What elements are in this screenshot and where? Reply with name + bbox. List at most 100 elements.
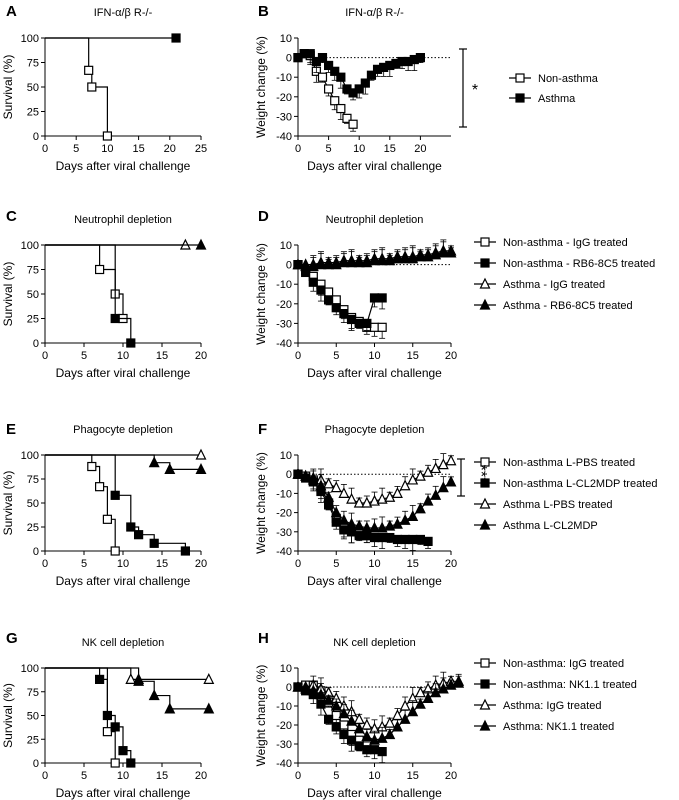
data-point <box>361 256 373 268</box>
panel-label: D <box>258 208 269 225</box>
data-point <box>324 84 334 94</box>
series-1 <box>45 37 113 141</box>
data-point <box>384 254 396 266</box>
data-point <box>430 248 442 260</box>
data-point <box>399 712 411 724</box>
y-tick-label: -40 <box>276 338 292 350</box>
legend: Non-asthma Asthma <box>509 73 599 105</box>
legend: Non-asthma L-PBS treated Non-asthma L-CL2… <box>474 457 657 532</box>
data-point <box>376 254 388 266</box>
data-point <box>324 287 334 297</box>
data-point <box>148 456 160 468</box>
x-tick-label: 20 <box>195 558 207 570</box>
panel-label: A <box>6 3 17 20</box>
panel-label: F <box>258 421 267 438</box>
y-tick-label: 0 <box>33 758 39 770</box>
data-point <box>330 699 342 711</box>
data-point <box>437 682 449 694</box>
series-2 <box>45 454 190 556</box>
data-point <box>94 674 105 685</box>
x-tick-label: 10 <box>368 350 380 362</box>
chart-title: NK cell depletion <box>333 637 416 649</box>
data-point <box>94 264 105 275</box>
legend-label: Non-asthma <box>538 73 599 85</box>
data-point <box>338 256 350 268</box>
data-point <box>430 462 442 474</box>
chart-title: Neutrophil depletion <box>74 214 172 226</box>
y-tick-label: 50 <box>27 289 39 301</box>
significance-label: *** <box>472 465 489 484</box>
legend-marker <box>515 93 525 103</box>
legend-marker <box>480 679 490 689</box>
panel-label: H <box>258 630 269 647</box>
data-point <box>346 517 358 529</box>
data-point <box>133 674 145 686</box>
x-tick-label: 15 <box>132 143 144 155</box>
x-tick-label: 5 <box>333 558 339 570</box>
legend-marker <box>479 698 491 710</box>
data-point <box>338 513 350 525</box>
data-point <box>415 52 425 63</box>
series-4 <box>292 467 457 533</box>
data-point <box>338 487 350 498</box>
data-point <box>110 490 120 500</box>
x-axis-label: Days after viral challenge <box>56 366 191 380</box>
legend-marker <box>479 277 491 289</box>
y-axis-label: Survival (%) <box>1 471 15 536</box>
data-point <box>366 70 377 80</box>
series-4 <box>45 667 215 714</box>
data-point <box>317 72 328 82</box>
y-tick-label: 100 <box>21 663 39 675</box>
series-2 <box>293 49 425 101</box>
data-point <box>126 522 136 532</box>
data-point <box>361 718 373 730</box>
data-point <box>354 318 364 328</box>
data-point <box>376 492 388 504</box>
series-line <box>45 454 201 470</box>
data-point <box>317 52 328 63</box>
data-point <box>324 295 334 305</box>
significance-bracket: *** <box>457 458 489 497</box>
data-point <box>399 479 411 491</box>
data-point <box>391 252 403 264</box>
data-point <box>305 49 315 59</box>
y-tick-label: -40 <box>276 758 292 770</box>
series-3 <box>45 667 215 684</box>
data-point <box>422 692 434 703</box>
x-tick-label: 15 <box>407 558 419 570</box>
data-point <box>330 96 340 106</box>
data-point <box>376 731 388 743</box>
y-axis-label: Weight change (%) <box>254 665 268 767</box>
data-point <box>148 689 160 701</box>
data-point <box>134 530 144 540</box>
data-point <box>377 532 387 543</box>
legend-marker <box>479 518 491 530</box>
data-point <box>110 722 120 732</box>
data-point <box>407 705 419 717</box>
significance-label: * <box>472 82 478 99</box>
data-point <box>315 258 327 270</box>
data-point <box>369 745 380 755</box>
data-point <box>203 673 215 684</box>
data-point <box>324 714 334 724</box>
data-point <box>369 494 380 506</box>
data-point <box>369 254 380 266</box>
y-tick-label: 10 <box>280 450 292 462</box>
data-point <box>354 84 364 94</box>
data-point <box>330 66 340 76</box>
data-point <box>354 741 364 751</box>
legend: Non-asthma: IgG treated Non-asthma: NK1.1… <box>474 658 637 733</box>
x-tick-label: 0 <box>295 770 301 782</box>
y-tick-label: 100 <box>21 33 39 45</box>
data-point <box>300 469 312 481</box>
data-point <box>308 277 318 287</box>
data-point <box>316 285 326 295</box>
data-point <box>414 250 426 262</box>
series-line <box>45 667 209 680</box>
legend-marker <box>515 73 525 83</box>
data-point <box>353 256 365 268</box>
legend-marker <box>480 237 490 247</box>
data-point <box>369 532 380 543</box>
y-tick-label: 10 <box>280 33 292 45</box>
panel-label: E <box>6 421 16 438</box>
